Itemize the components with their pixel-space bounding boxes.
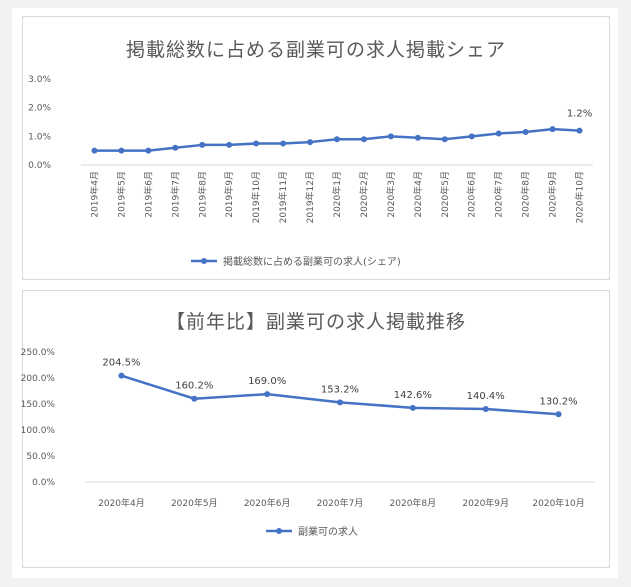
data-point xyxy=(145,147,152,154)
data-point xyxy=(199,141,206,148)
x-tick-label: 2020年9月 xyxy=(462,497,509,509)
report-frame: 掲載総数に占める副業可の求人掲載シェア 0.0% 1.0% 2.0% 3.0% 2019… xyxy=(12,8,618,578)
x-tick-label: 2019年10月 xyxy=(250,171,262,223)
data-point xyxy=(468,133,475,140)
data-point xyxy=(172,144,179,151)
x-tick-label: 2019年8月 xyxy=(196,171,208,218)
data-label: 1.2% xyxy=(567,109,592,120)
data-point xyxy=(91,147,98,154)
x-tick-label: 2020年10月 xyxy=(532,497,584,509)
x-tick-label: 2020年6月 xyxy=(244,497,291,509)
data-point xyxy=(226,141,233,148)
data-point xyxy=(253,140,260,147)
x-tick-label: 2019年7月 xyxy=(169,171,181,218)
data-label: 142.6% xyxy=(394,390,432,401)
x-tick-label: 2020年8月 xyxy=(520,171,532,218)
x-tick-label: 2020年3月 xyxy=(385,171,397,218)
x-tick-label: 2020年5月 xyxy=(439,171,451,218)
legend-marker xyxy=(201,258,207,264)
y-tick-label: 0.0% xyxy=(28,161,51,171)
legend-marker xyxy=(276,528,282,534)
data-point xyxy=(280,140,287,147)
x-tick-label: 2019年12月 xyxy=(304,171,316,223)
share-chart-svg: 0.0% 1.0% 2.0% 3.0% 2019年4月 2019年5月 2019年6月 201… xyxy=(28,75,593,268)
x-tick-label: 2019年11月 xyxy=(277,171,289,223)
x-tick-label: 2019年9月 xyxy=(223,171,235,218)
data-point xyxy=(307,139,314,146)
x-tick-label: 2020年4月 xyxy=(98,497,145,509)
data-point xyxy=(191,395,198,402)
data-label: 140.4% xyxy=(467,391,505,402)
data-point xyxy=(482,405,489,412)
data-point xyxy=(441,136,448,143)
y-tick-label: 1.0% xyxy=(28,132,51,142)
data-label: 160.2% xyxy=(175,381,213,392)
data-point xyxy=(549,126,556,133)
x-tick-label: 2020年7月 xyxy=(317,497,364,509)
x-tick-label: 2020年9月 xyxy=(547,171,559,218)
share-chart-panel: 掲載総数に占める副業可の求人掲載シェア 0.0% 1.0% 2.0% 3.0% 2019… xyxy=(22,16,610,280)
data-point xyxy=(495,130,502,137)
x-tick-label: 2020年5月 xyxy=(171,497,218,509)
x-tick-label: 2020年6月 xyxy=(466,171,478,218)
data-point xyxy=(118,147,125,154)
legend-label: 副業可の求人 xyxy=(298,525,358,538)
y-tick-label: 50.0% xyxy=(26,452,55,462)
y-tick-label: 100.0% xyxy=(21,426,56,436)
y-tick-label: 2.0% xyxy=(28,104,51,114)
data-point xyxy=(576,127,583,134)
data-point xyxy=(337,399,343,406)
x-tick-label: 2020年1月 xyxy=(331,171,343,218)
yoy-chart-panel: 【前年比】副業可の求人掲載推移 0.0% 50.0% 100.0% 150.0% 200… xyxy=(21,290,610,568)
data-point xyxy=(387,133,394,140)
data-point xyxy=(414,134,421,141)
yoy-chart-svg: 0.0% 50.0% 100.0% 150.0% 200.0% 250.0% 2020年4月… xyxy=(21,348,595,538)
y-tick-label: 150.0% xyxy=(21,400,56,410)
data-label: 169.0% xyxy=(248,376,286,387)
y-tick-label: 250.0% xyxy=(21,348,56,358)
chart-title: 【前年比】副業可の求人掲載推移 xyxy=(165,311,466,333)
x-tick-label: 2020年2月 xyxy=(358,171,370,218)
y-tick-label: 3.0% xyxy=(28,75,51,85)
data-point xyxy=(118,372,125,379)
y-tick-label: 0.0% xyxy=(32,478,55,488)
data-point xyxy=(409,404,416,411)
data-label: 130.2% xyxy=(540,396,578,407)
x-tick-label: 2019年4月 xyxy=(88,171,100,218)
data-label: 153.2% xyxy=(321,384,359,395)
x-tick-label: 2019年5月 xyxy=(115,171,127,218)
data-point xyxy=(334,136,340,143)
x-tick-label: 2020年10月 xyxy=(574,171,586,223)
data-point xyxy=(522,129,529,136)
y-tick-label: 200.0% xyxy=(21,374,56,384)
x-tick-label: 2020年7月 xyxy=(493,171,505,218)
x-tick-label: 2020年8月 xyxy=(390,497,437,509)
chart-title: 掲載総数に占める副業可の求人掲載シェア xyxy=(125,39,506,61)
legend-label: 掲載総数に占める副業可の求人(シェア) xyxy=(223,255,401,268)
data-point xyxy=(555,411,562,418)
x-tick-label: 2019年6月 xyxy=(142,171,154,218)
data-point xyxy=(264,391,271,398)
data-label: 204.5% xyxy=(102,358,140,369)
data-point xyxy=(360,136,367,143)
x-tick-label: 2020年4月 xyxy=(412,171,424,218)
